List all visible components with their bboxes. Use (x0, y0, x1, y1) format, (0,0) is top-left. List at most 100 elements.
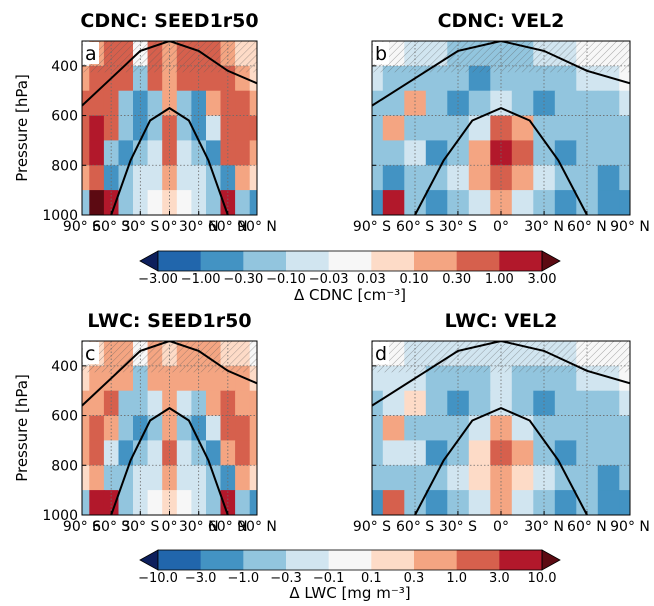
x-tick-label: 90° N (610, 519, 650, 535)
tropopause-line (372, 41, 630, 107)
heatmap-cell (619, 140, 630, 166)
heatmap-cell (619, 190, 630, 215)
heatmap-cell (554, 440, 577, 466)
heatmap-cell (425, 190, 448, 215)
colorbar-tick-label: 10.0 (528, 571, 557, 586)
heatmap-cell (176, 165, 192, 191)
heatmap-cell (619, 490, 630, 515)
colorbar-bin (158, 251, 201, 271)
heatmap-cell (147, 440, 163, 466)
y-tick-label: 600 (51, 109, 78, 125)
x-tick-label: 30° S (121, 219, 159, 235)
tropopause-line (372, 341, 630, 407)
heatmap-cell (118, 115, 134, 142)
panel-label-bg (373, 342, 389, 364)
heatmap-cell (133, 415, 149, 442)
y-tick-label: 600 (51, 409, 78, 425)
heatmap-cell (511, 190, 534, 215)
heatmap-cell (554, 115, 577, 142)
heatmap-cell (468, 415, 491, 442)
heatmap-cell (468, 490, 491, 515)
panel-c: LWC: SEED1r50 c 90° S60° S30° S 0° 30° N60° … (13, 310, 277, 535)
x-tick-label: 60° N (208, 519, 248, 535)
heatmap-cell (447, 390, 470, 417)
freezing-level-line (414, 107, 588, 215)
colorbar-1: −3.00 −1.00 −0.30 −0.10 −0.03 0.03 0.10 0.30 1.0… (138, 250, 561, 304)
heatmap-cell (176, 140, 192, 166)
heatmap-cell (597, 115, 620, 142)
heatmap-cell (533, 390, 556, 417)
colorbar-tick-label: 1.00 (485, 272, 514, 287)
heatmap-cell (89, 115, 105, 142)
heatmap-cell (176, 115, 192, 142)
heatmap-cell (103, 390, 120, 417)
colorbar-tick-label: 3.00 (528, 272, 557, 287)
heatmap-cell (511, 490, 534, 515)
heatmap-cell (597, 90, 620, 117)
heatmap-cell (249, 440, 257, 466)
panel-d: LWC: VEL2 d 90° S 60° S 30° S 0° 30° N 60° N 90°… (353, 310, 650, 535)
heatmap-cell (162, 415, 178, 442)
heatmap-cell (511, 415, 534, 442)
heatmap-cell (147, 140, 163, 166)
heatmap-cell (235, 140, 251, 166)
heatmap-cell (147, 490, 163, 515)
x-tick-label: 60° S (92, 219, 130, 235)
heatmap-cell (468, 390, 491, 417)
heatmap-cell (82, 65, 90, 92)
panel-label-bg (83, 42, 99, 64)
heatmap-cell (118, 440, 134, 466)
panel-title: CDNC: VEL2 (438, 10, 565, 32)
heatmap-cell (372, 365, 384, 392)
heatmap-cell (425, 490, 448, 515)
significance-hatching (82, 41, 257, 73)
heatmap-cell (206, 115, 222, 142)
heatmap-cell (235, 465, 251, 491)
colorbar-tick-label: −0.03 (309, 272, 349, 287)
heatmap-cell (425, 115, 448, 142)
heatmap-cell (249, 465, 257, 491)
heatmap-cell (147, 165, 163, 191)
heatmap-cell (82, 115, 90, 142)
heatmap-cell (191, 390, 207, 417)
panel-label: b (375, 43, 387, 65)
panel-title: LWC: VEL2 (445, 310, 558, 332)
x-tick-label: 30° S (439, 219, 477, 235)
heatmap-cell (235, 415, 251, 442)
x-tick-label: 90° N (610, 219, 650, 235)
y-tick-label: 1000 (42, 508, 78, 524)
colorbar-label: Δ CDNC [cm⁻³] (294, 286, 406, 304)
heatmap-cell (235, 115, 251, 142)
heatmap-cell (206, 140, 222, 166)
heatmap-cell (597, 190, 620, 215)
heatmap-cell (372, 440, 384, 466)
heatmap-cell (176, 465, 192, 491)
heatmap-cell (82, 365, 90, 392)
heatmap-cell (103, 115, 120, 142)
heatmap-cell (372, 415, 384, 442)
heatmap-cell (89, 440, 105, 466)
colorbar-bin (371, 251, 415, 271)
colorbar-bin (499, 251, 543, 271)
colorbar-label: Δ LWC [mg m⁻³] (289, 584, 410, 602)
heatmap-cell (597, 440, 620, 466)
heatmap-cell (382, 90, 405, 117)
freezing-level-line (414, 407, 588, 515)
heatmap-cell (235, 440, 251, 466)
heatmap-cell (554, 390, 577, 417)
colorbar-bin (456, 550, 500, 570)
heatmap-cell (533, 90, 556, 117)
significance-hatching (372, 341, 630, 373)
x-tick-label: 90° N (237, 219, 277, 235)
heatmap-cell (89, 165, 105, 191)
colorbar-tick-label: −3.0 (185, 571, 217, 586)
significance-hatching (372, 41, 630, 73)
heatmap-cell (220, 390, 236, 417)
heatmap-cell (511, 390, 534, 417)
x-tick-label: 0° (493, 219, 509, 235)
heatmap-cell (133, 390, 149, 417)
heatmap-cell (249, 115, 257, 142)
colorbar-tick-label: −0.3 (270, 571, 302, 586)
heatmap-cell (89, 415, 105, 442)
freezing-level-line (110, 106, 229, 215)
